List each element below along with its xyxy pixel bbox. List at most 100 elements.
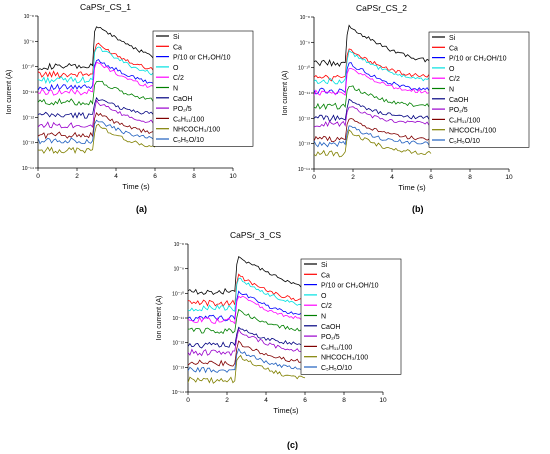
x-tick-label: 4 xyxy=(114,173,118,180)
legend-label: N xyxy=(173,86,178,93)
x-tick-label: 8 xyxy=(468,174,472,181)
legend: Si Ca P/10 or CH₂OH/10 O C/2 N CaOH PO₂/5 C₆H₁₁/… xyxy=(428,31,530,148)
series-line xyxy=(188,277,306,312)
legend-label: C/2 xyxy=(449,76,460,83)
legend: Si Ca P/10 or CH₂OH/10 O C/2 N CaOH PO₂/5 C₆H₁₁/… xyxy=(152,30,254,147)
legend-label: C₅H₅O/10 xyxy=(321,365,352,372)
series-line xyxy=(188,273,306,308)
series-lines xyxy=(188,255,306,384)
series-line xyxy=(38,80,156,106)
legend-label: CaOH xyxy=(173,96,192,103)
series-line xyxy=(314,49,432,85)
x-tick-label: 10 xyxy=(505,174,513,181)
legend-label: P/10 or CH₂OH/10 xyxy=(173,55,231,62)
series-line xyxy=(314,106,432,128)
x-tick-label: 8 xyxy=(192,173,196,180)
legend: Si Ca P/10 or CH₂OH/10 O C/2 N CaOH PO₂/5 C₆H₁₁/… xyxy=(300,258,402,375)
legend-label: C₆H₁₁/100 xyxy=(321,344,352,351)
series-line xyxy=(314,85,432,111)
x-tick-label: 10 xyxy=(379,397,387,404)
x-tick-label: 6 xyxy=(153,173,157,180)
y-tick-label: 10⁻¹¹ xyxy=(298,91,310,97)
legend-label: Ca xyxy=(173,44,182,51)
x-axis-label: Time(s) xyxy=(273,406,299,415)
legend-box xyxy=(300,258,402,375)
x-tick-label: 4 xyxy=(264,397,268,404)
y-tick-label: 10⁻⁹ xyxy=(300,40,310,46)
legend-label: PO₂/5 xyxy=(449,107,468,114)
series-lines xyxy=(38,26,156,155)
y-tick-label: 10⁻⁹ xyxy=(174,267,184,273)
series-line xyxy=(314,24,432,67)
legend-label: C/2 xyxy=(321,303,332,310)
y-tick-label: 10⁻¹² xyxy=(172,341,184,347)
series-line xyxy=(314,67,432,96)
y-tick-label: 10⁻¹⁴ xyxy=(172,390,184,396)
series-line xyxy=(38,61,156,96)
series-line xyxy=(188,308,306,335)
y-tick-label: 10⁻¹² xyxy=(298,116,310,122)
legend-label: PO₂/5 xyxy=(321,334,340,341)
legend-label: O xyxy=(321,293,327,300)
x-tick-label: 2 xyxy=(351,174,355,181)
x-tick-label: 6 xyxy=(429,174,433,181)
series-line xyxy=(314,129,432,158)
y-tick-label: 10⁻¹¹ xyxy=(22,90,34,96)
y-tick-label: 10⁻⁸ xyxy=(300,15,310,21)
x-axis-label: Time (s) xyxy=(398,183,426,192)
y-tick-label: 10⁻¹³ xyxy=(22,141,34,147)
panel-label: (c) xyxy=(287,440,298,450)
legend-label: O xyxy=(449,66,455,73)
x-tick-label: 10 xyxy=(229,173,237,180)
series-line xyxy=(188,255,306,295)
panel-label: (b) xyxy=(412,204,424,214)
series-line xyxy=(314,125,432,148)
series-line xyxy=(38,111,156,140)
y-tick-label: 10⁻¹¹ xyxy=(172,316,184,322)
chart-title: CaPSr_CS_2 xyxy=(356,3,407,13)
series-line xyxy=(188,347,306,374)
series-line xyxy=(38,42,156,79)
x-tick-label: 0 xyxy=(186,397,190,404)
legend-label: P/10 or CH₂OH/10 xyxy=(321,283,379,290)
series-line xyxy=(38,123,156,155)
y-tick-label: 10⁻¹⁴ xyxy=(298,167,310,173)
series-line xyxy=(38,46,156,85)
legend-label: Ca xyxy=(321,272,330,279)
legend-label: Si xyxy=(321,262,328,269)
series-line xyxy=(188,328,306,357)
legend-label: Ca xyxy=(449,45,458,52)
y-tick-label: 10⁻⁸ xyxy=(174,242,184,248)
series-line xyxy=(38,26,155,71)
legend-label: NHCOCH₃/100 xyxy=(321,355,368,362)
y-tick-label: 10⁻¹⁰ xyxy=(22,65,34,71)
series-line xyxy=(188,326,306,349)
y-tick-label: 10⁻⁸ xyxy=(24,14,34,20)
series-line xyxy=(38,99,156,129)
x-tick-label: 6 xyxy=(303,397,307,404)
x-tick-label: 0 xyxy=(36,173,40,180)
legend-label: C₅H₅O/10 xyxy=(449,138,480,145)
chart-panel-1: CaPSr_CS_1 0 2 4 6 8 10 Time (s) 10⁻¹⁴ 10⁻¹³ 10⁻¹²… xyxy=(6,2,254,214)
x-tick-label: 4 xyxy=(390,174,394,181)
legend-label: PO₂/5 xyxy=(173,106,192,113)
x-tick-label: 0 xyxy=(312,174,316,181)
series-line xyxy=(188,295,306,325)
y-tick-label: 10⁻¹³ xyxy=(298,142,310,148)
y-axis-label: Ion current (A) xyxy=(156,296,163,341)
legend-label: Si xyxy=(449,35,456,42)
series-line xyxy=(38,58,156,91)
chart-panel-2: CaPSr_CS_2 0 2 4 6 8 10 Time (s) 10⁻¹⁴ 10⁻¹³ 10⁻¹²… xyxy=(282,3,530,214)
legend-label: CaOH xyxy=(321,324,340,331)
legend-box xyxy=(152,30,254,147)
legend-label: NHCOCH₃/100 xyxy=(449,128,496,135)
x-tick-label: 2 xyxy=(225,397,229,404)
y-tick-label: 10⁻¹² xyxy=(22,115,34,121)
y-axis-label: Ion current (A) xyxy=(6,70,13,115)
x-axis-label: Time (s) xyxy=(122,182,150,191)
legend-label: N xyxy=(321,314,326,321)
x-tick-label: 8 xyxy=(342,397,346,404)
legend-label: C₆H₁₁/100 xyxy=(449,117,480,124)
y-tick-label: 10⁻⁹ xyxy=(24,39,34,45)
